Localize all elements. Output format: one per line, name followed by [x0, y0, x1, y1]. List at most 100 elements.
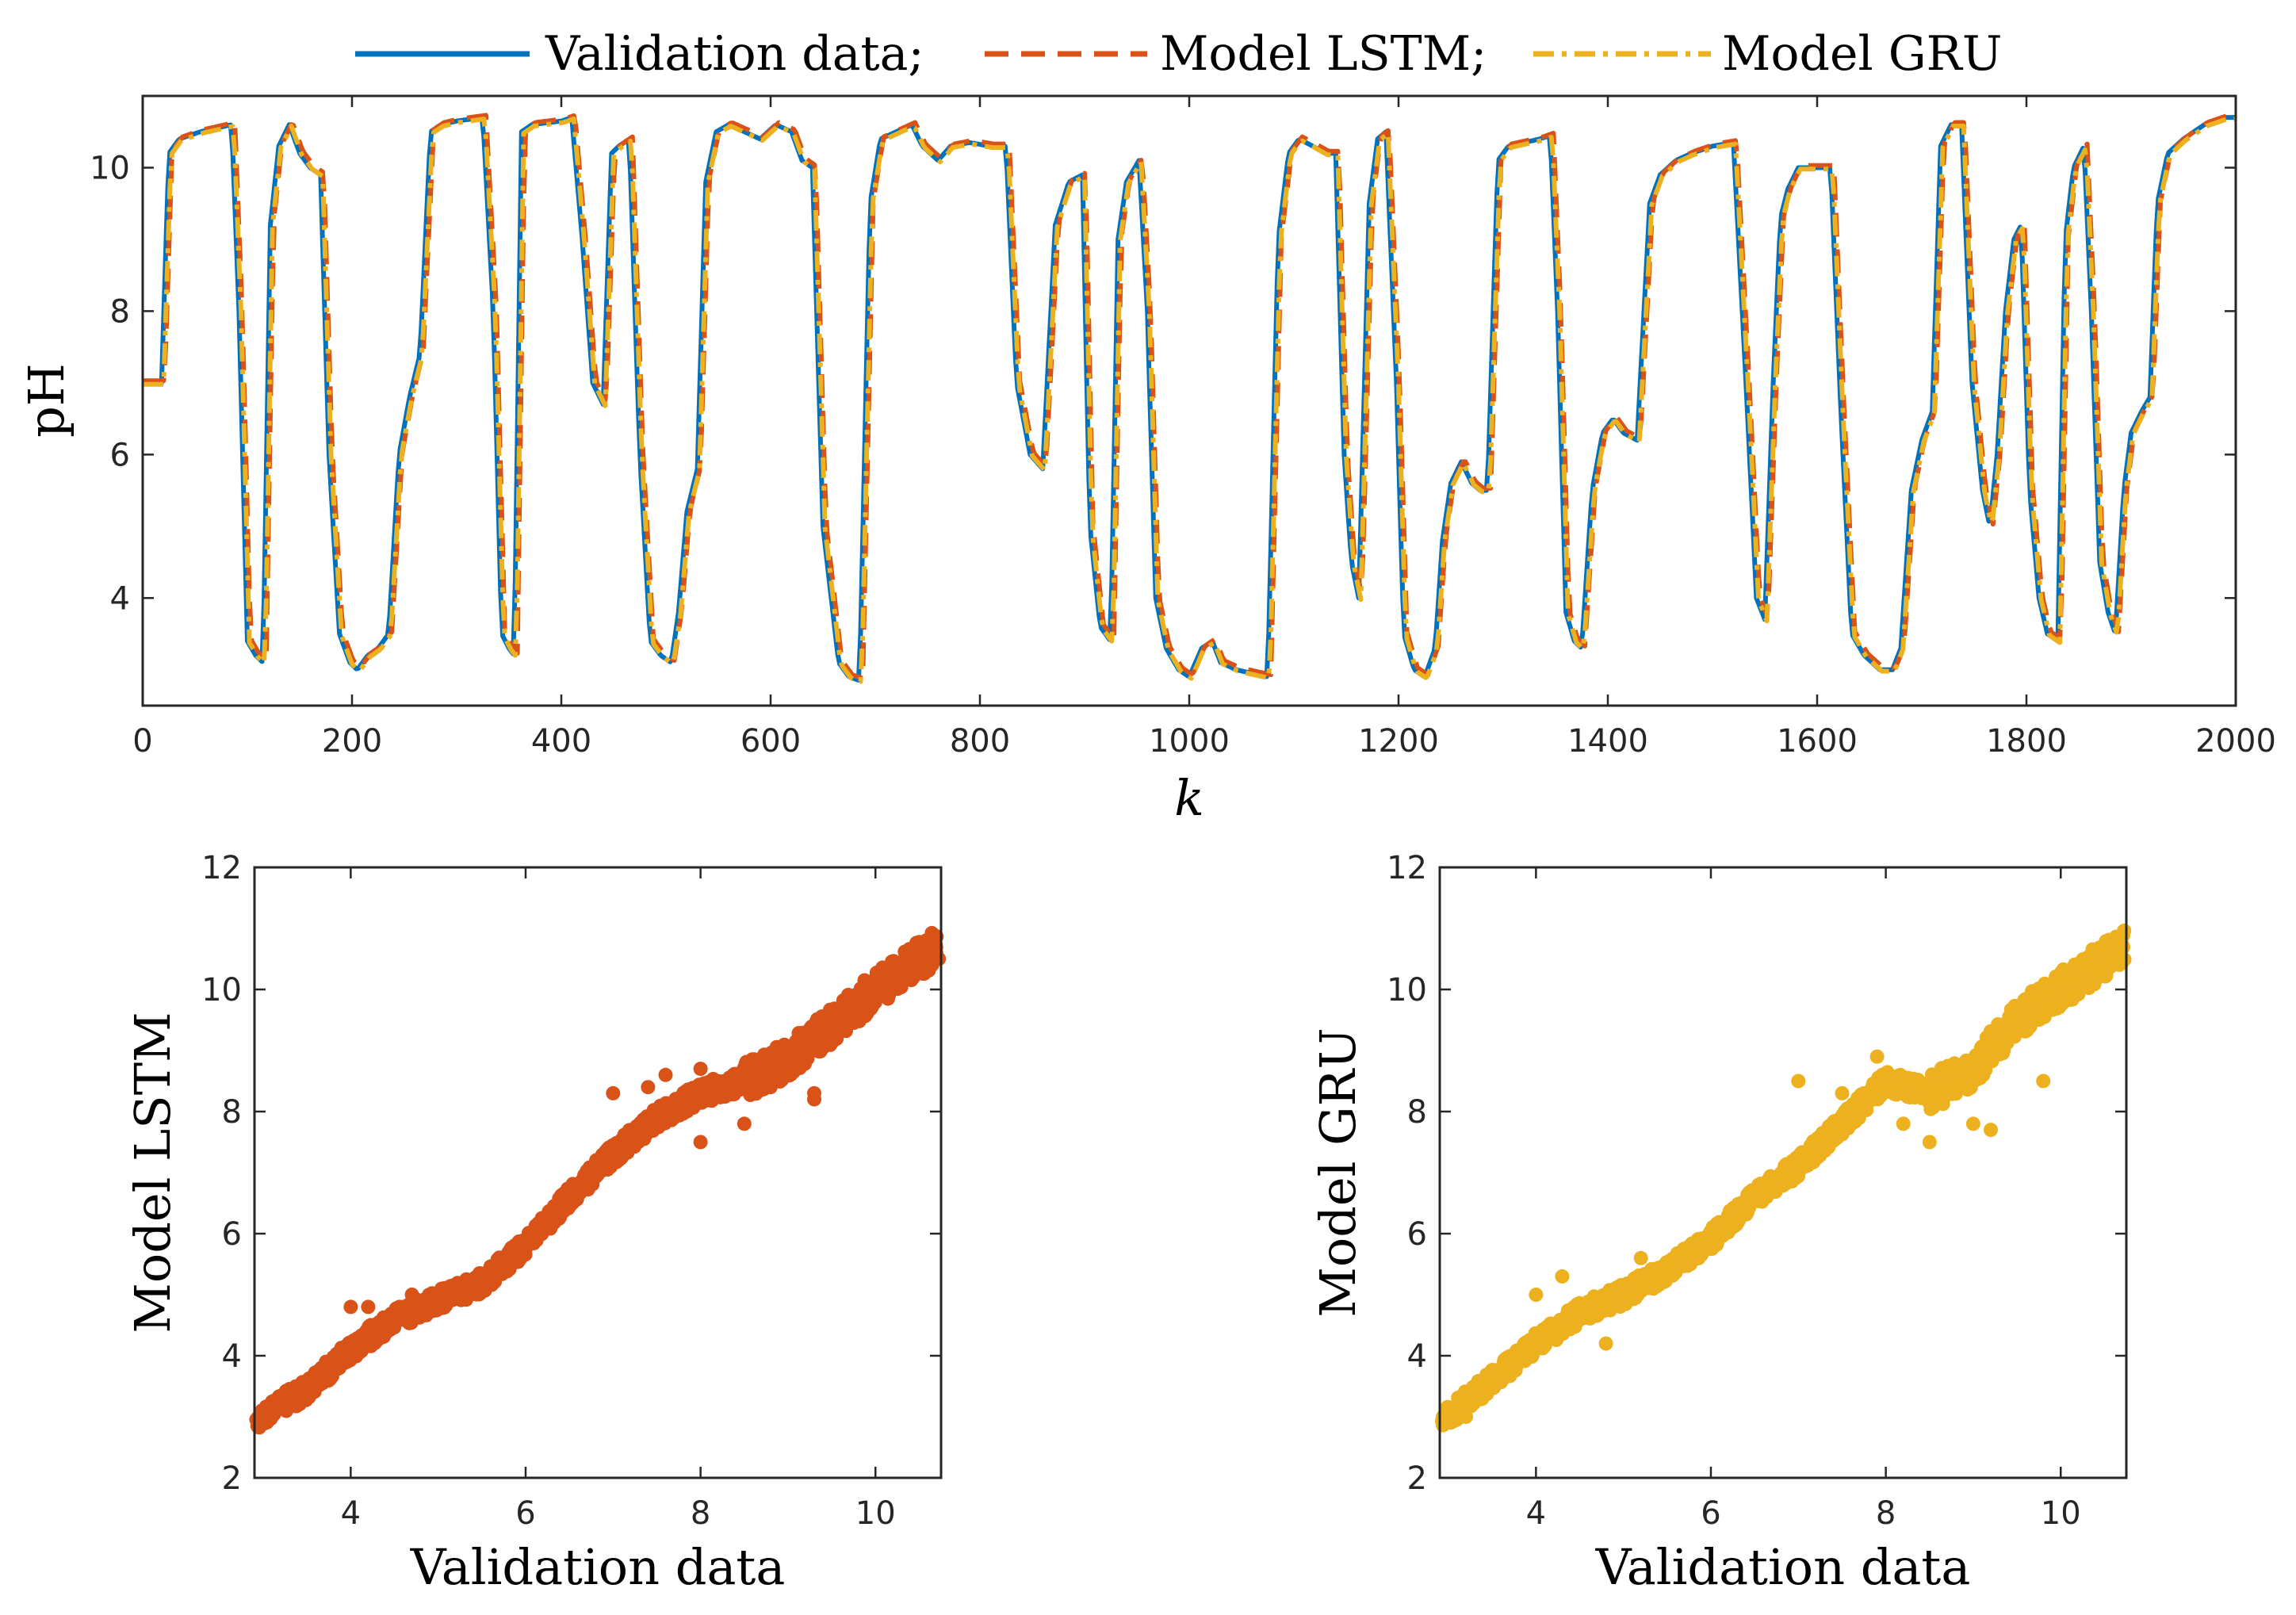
scatter-lstm-point — [610, 1135, 626, 1150]
scatter-lstm-point — [468, 1283, 483, 1298]
scatter-lstm-ticks: 4 6 8 10 2 4 6 8 10 12 — [201, 850, 941, 1532]
scatter-lstm-point — [783, 1058, 798, 1073]
legend-gru-label: Model GRU — [1722, 26, 2002, 82]
scatter-gru-point — [1529, 1288, 1544, 1302]
scatter-gru-xtick-label: 4 — [1526, 1495, 1546, 1532]
scatter-gru-point — [1996, 1046, 2011, 1061]
scatter-gru-point — [1973, 1070, 1988, 1085]
scatter-gru-point — [1961, 1062, 1976, 1077]
scatter-lstm-point — [782, 1068, 797, 1083]
scatter-gru-frame — [1438, 866, 2128, 1479]
scatter-lstm-point — [864, 997, 879, 1012]
scatter-lstm-point — [807, 1092, 821, 1107]
time-series-xtick-label: 800 — [950, 723, 1010, 760]
scatter-lstm-point — [427, 1290, 442, 1305]
scatter-lstm-point — [561, 1181, 575, 1196]
scatter-lstm-xtick-label: 4 — [341, 1495, 361, 1532]
scatter-gru-point — [1609, 1287, 1624, 1301]
scatter-gru-point — [1839, 1107, 1853, 1121]
scatter-gru-point — [1897, 1086, 1912, 1101]
scatter-gru-point — [1622, 1289, 1637, 1304]
scatter-lstm-point — [384, 1307, 399, 1322]
scatter-gru-ytick-label: 8 — [1407, 1094, 1427, 1131]
scatter-gru-xtick-label: 6 — [1701, 1495, 1720, 1532]
scatter-gru-point — [2089, 948, 2103, 963]
scatter-gru-point — [1633, 1250, 1648, 1265]
scatter-lstm-xtick-label: 6 — [515, 1495, 535, 1532]
scatter-gru-point — [1556, 1324, 1571, 1339]
time-series-ytick-label: 6 — [110, 437, 130, 473]
scatter-lstm-point — [704, 1092, 718, 1107]
scatter-lstm-point — [664, 1112, 679, 1127]
scatter-lstm-point — [836, 993, 851, 1008]
scatter-lstm-point — [916, 966, 932, 981]
scatter-gru-point — [1750, 1181, 1765, 1196]
scatter-gru-point — [1926, 1100, 1941, 1115]
scatter-lstm-point — [836, 1022, 851, 1037]
scatter-lstm-point — [693, 1062, 708, 1077]
scatter-lstm-point — [480, 1272, 496, 1288]
scatter-gru-point — [1960, 1082, 1975, 1097]
scatter-gru-point — [1973, 1049, 1988, 1064]
scatter-lstm-point — [361, 1299, 376, 1315]
scatter-gru-ytick-label: 10 — [1387, 972, 1427, 1008]
scatter-gru-point — [1657, 1270, 1671, 1285]
scatter-gru-point — [2023, 1003, 2038, 1018]
scatter-lstm-point — [893, 976, 908, 991]
scatter-lstm-point — [404, 1288, 419, 1302]
time-series-gru-line — [142, 117, 2237, 684]
scatter-gru-point — [1912, 1077, 1927, 1092]
scatter-lstm-point — [658, 1067, 673, 1082]
scatter-lstm-point — [645, 1122, 660, 1137]
legend-lstm-label: Model LSTM; — [1160, 26, 1487, 82]
scatter-gru-ytick-label: 2 — [1407, 1460, 1427, 1497]
scatter-lstm-point — [299, 1390, 314, 1405]
scatter-gru-point — [1739, 1205, 1755, 1220]
scatter-lstm-point — [902, 943, 917, 958]
time-series-ytick-label: 4 — [110, 580, 130, 617]
scatter-gru-point — [2090, 970, 2105, 985]
scatter-gru-point — [2045, 988, 2060, 1003]
scatter-gru-point — [1440, 1399, 1455, 1414]
scatter-gru-axes: 4 6 8 10 2 4 6 8 10 12 Validation data Model GRU — [1309, 850, 2132, 1596]
time-series-xtick-label: 1000 — [1149, 723, 1230, 760]
scatter-lstm-point — [653, 1100, 668, 1115]
scatter-gru-point — [1902, 1071, 1917, 1086]
scatter-gru-point — [1699, 1235, 1714, 1250]
scatter-gru-ytick-label: 6 — [1407, 1216, 1427, 1253]
scatter-gru-point — [1578, 1308, 1594, 1323]
scatter-gru-point — [1952, 1072, 1967, 1087]
scatter-lstm-point — [595, 1162, 610, 1177]
time-series-ylabel: pH — [17, 363, 75, 438]
scatter-gru-ylabel: Model GRU — [1309, 1028, 1367, 1317]
scatter-gru-point — [2036, 1073, 2051, 1089]
scatter-gru-point — [1824, 1125, 1839, 1139]
scatter-gru-point — [1459, 1394, 1474, 1409]
scatter-gru-ticks: 4 6 8 10 2 4 6 8 10 12 — [1387, 850, 2126, 1532]
time-series-xtick-label: 1200 — [1358, 723, 1439, 760]
scatter-lstm-ytick-label: 12 — [201, 850, 242, 886]
scatter-lstm-point — [584, 1172, 599, 1187]
scatter-gru-point — [1555, 1269, 1570, 1284]
scatter-gru-point — [1994, 1024, 2009, 1038]
scatter-gru-point — [1871, 1077, 1886, 1092]
time-series-xtick-label: 2000 — [2195, 723, 2276, 760]
scatter-lstm-point — [336, 1346, 351, 1361]
scatter-gru-point — [2006, 1011, 2020, 1026]
scatter-lstm-point — [641, 1080, 656, 1095]
scatter-lstm-point — [790, 1041, 806, 1056]
scatter-gru-point — [1513, 1353, 1528, 1368]
scatter-lstm-point — [881, 968, 896, 983]
scatter-lstm-point — [319, 1361, 334, 1376]
scatter-lstm-ylabel: Model LSTM — [124, 1012, 182, 1333]
scatter-lstm-point — [343, 1299, 358, 1315]
scatter-gru-point — [1780, 1168, 1795, 1183]
scatter-lstm-point — [346, 1338, 361, 1353]
scatter-gru-point — [1630, 1277, 1644, 1292]
scatter-lstm-point — [747, 1081, 762, 1096]
time-series-xtick-label: 600 — [740, 723, 801, 760]
scatter-lstm-point — [764, 1045, 779, 1060]
scatter-gru-point — [1796, 1146, 1811, 1161]
scatter-lstm-point — [811, 1029, 826, 1044]
